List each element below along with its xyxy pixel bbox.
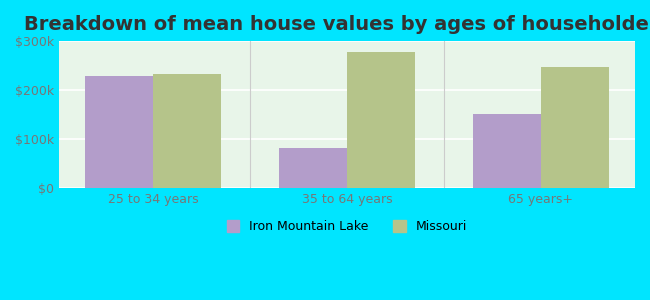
Bar bbox=[279, 148, 347, 188]
Bar bbox=[541, 67, 609, 188]
Legend: Iron Mountain Lake, Missouri: Iron Mountain Lake, Missouri bbox=[222, 215, 473, 238]
Bar bbox=[347, 52, 415, 188]
Bar bbox=[85, 76, 153, 188]
Bar bbox=[473, 114, 541, 188]
Bar bbox=[153, 74, 221, 188]
Title: Breakdown of mean house values by ages of householders: Breakdown of mean house values by ages o… bbox=[24, 15, 650, 34]
